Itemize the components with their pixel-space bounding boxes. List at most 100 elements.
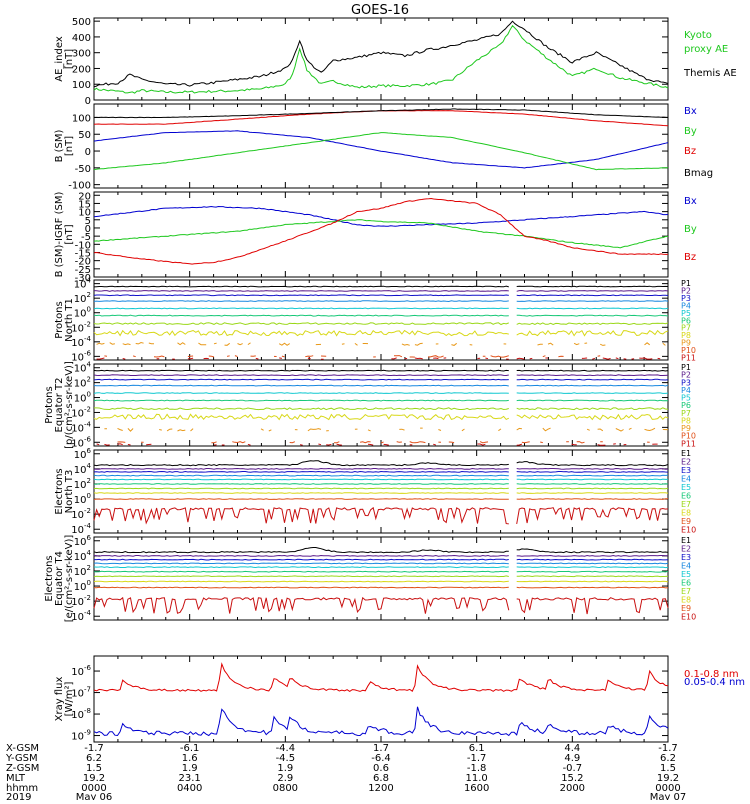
legend-label: E2 (681, 458, 691, 467)
series-line-e1 (93, 460, 669, 467)
series-line-bx (93, 130, 669, 169)
series-line-e10 (93, 506, 669, 525)
series-line-0-05-0-4-nm (93, 706, 669, 737)
legend-label: By (684, 224, 697, 235)
series-line-bx (93, 205, 669, 227)
legend-label: E5 (681, 483, 691, 492)
legend-label: P10 (681, 346, 696, 355)
series-line-e7 (93, 487, 669, 490)
legend-label: P2 (681, 371, 691, 380)
series-line-e8 (93, 492, 669, 494)
legend-label: P2 (681, 286, 691, 295)
legend-label: Themis AE (683, 68, 737, 79)
panel-frame (93, 17, 669, 101)
ephemeris-value: 15.2 (561, 773, 583, 784)
ephemeris-value: 1200 (368, 783, 393, 794)
series-line-bz (93, 197, 668, 265)
legend-label: P7 (681, 409, 691, 418)
legend-label: P4 (681, 386, 691, 395)
y-tick-label: 100 (74, 579, 91, 593)
ephemeris-value: -6.4 (371, 753, 391, 764)
series-line-p10 (104, 356, 665, 358)
ephemeris-value: -4.5 (276, 753, 296, 764)
ephemeris-value: 23.1 (179, 773, 201, 784)
y-axis-label: ProtonsEquator T2[p/(cm²-s-sr-keV)] (44, 361, 75, 449)
ephemeris-value: 6.1 (469, 743, 485, 754)
legend-label: E10 (681, 526, 696, 535)
series-line-p5 (93, 307, 669, 310)
ephemeris-value: -0.7 (563, 763, 583, 774)
y-tick-label: -50 (75, 164, 91, 175)
series-line-bz (93, 110, 669, 127)
legend-label: E2 (681, 545, 691, 554)
ephemeris-value: 6.8 (373, 773, 389, 784)
y-tick-label: 300 (72, 49, 91, 60)
ephemeris-value: -1.7 (467, 753, 487, 764)
series-line-themis-ae (93, 20, 669, 88)
ephemeris-row-label: 2019 (6, 792, 31, 800)
legend-label: P8 (681, 416, 691, 425)
series-line-p7 (94, 407, 669, 411)
legend-label: E9 (681, 604, 691, 613)
ephemeris-value: 0800 (273, 783, 298, 794)
legend-label: E6 (681, 579, 691, 588)
plot-title: GOES-16 (351, 3, 409, 18)
series-line-p4 (93, 384, 669, 387)
series-line-p3 (93, 294, 669, 297)
y-tick-label: -20 (75, 257, 91, 268)
panel-frame (93, 449, 669, 534)
y-tick-label: 104 (74, 277, 92, 291)
ephemeris-table: X-GSMY-GSMZ-GSMMLThhmm2019-1.76.21.519.2… (5, 743, 687, 803)
legend-label: 0.1-0.8 nm (684, 669, 739, 680)
y-tick-label: -10 (75, 240, 91, 251)
y-tick-label: 106 (74, 447, 92, 461)
legend-label: E5 (681, 570, 691, 579)
ephemeris-value: 6.2 (660, 753, 676, 764)
legend-label: P5 (681, 394, 691, 403)
series-line-e8 (93, 580, 669, 583)
y-tick-label: 15 (78, 199, 91, 210)
series-line-e9 (93, 498, 668, 500)
legend-label: P1 (681, 363, 691, 372)
ephemeris-value: May 07 (650, 792, 687, 800)
y-tick-label: 5 (85, 216, 91, 227)
legend-label: P9 (681, 424, 691, 433)
series-line-e1 (93, 547, 669, 554)
ephemeris-value: May 06 (76, 792, 113, 800)
y-tick-label: 500 (72, 17, 91, 28)
y-tick-label: 100 (72, 113, 91, 124)
series-line-e2 (93, 467, 669, 470)
ephemeris-value: 1.5 (86, 763, 102, 774)
y-tick-label: 50 (78, 130, 91, 141)
legend-label: P5 (681, 309, 691, 318)
series-line-e5 (93, 478, 668, 481)
ephemeris-value: 1.5 (660, 763, 676, 774)
y-tick-label: 10 (78, 208, 91, 219)
y-tick-label: 200 (72, 64, 91, 75)
y-tick-label: 0 (85, 96, 91, 107)
series-line-e2 (93, 554, 668, 557)
series-line-0-1-0-8-nm (93, 662, 669, 693)
series-line-p6 (93, 399, 669, 402)
legend-label: E4 (681, 562, 691, 571)
y-axis-label: B (SM)-IGRF (SM)[nT] (54, 192, 75, 278)
series-line-by (93, 219, 668, 249)
series-line-e5 (93, 566, 669, 569)
legend-label: P9 (681, 339, 691, 348)
ephemeris-value: 1.6 (182, 753, 198, 764)
legend-label: E9 (681, 517, 691, 526)
legend-label: E10 (681, 613, 696, 622)
ephemeris-value: 2.9 (277, 773, 293, 784)
y-axis-label: B (SM)[nT] (54, 129, 75, 162)
y-tick-label: 400 (72, 33, 91, 44)
ephemeris-value: 2000 (560, 783, 585, 794)
series-line-p11 (97, 444, 668, 445)
legend-label: P7 (681, 324, 691, 333)
y-tick-label: -15 (75, 248, 91, 259)
series-line-p5 (93, 392, 669, 394)
series-line-p8 (93, 413, 669, 421)
ephemeris-value: 11.0 (466, 773, 488, 784)
y-tick-label: 102 (74, 564, 91, 578)
